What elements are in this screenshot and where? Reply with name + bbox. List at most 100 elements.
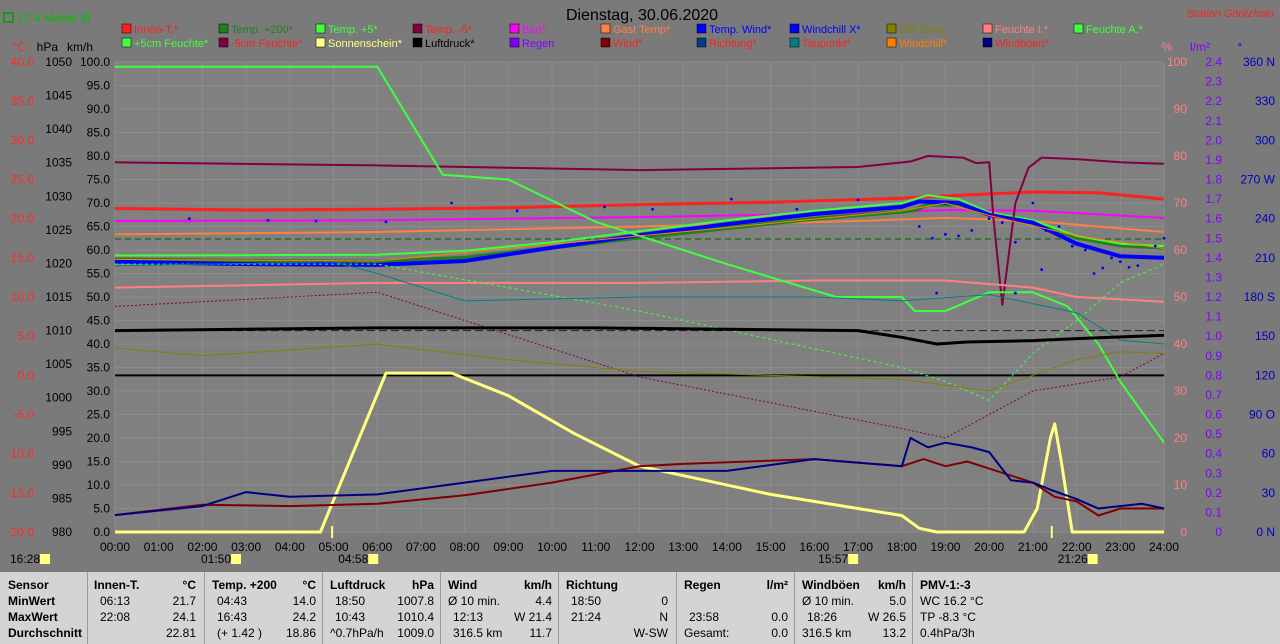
axis-tick-temp: 25.0 — [11, 173, 35, 187]
legend-label: Wind* — [613, 38, 643, 50]
scatter-point — [1118, 260, 1122, 264]
axis-tick-wind: 95.0 — [87, 79, 111, 93]
legend-label: Temp. -5* — [425, 24, 473, 36]
x-axis-labels: 00:00 01:00 02:00 03:00 04:00 05:00 06:00 07:00… — [100, 540, 1179, 554]
x-tick-label: 22:00 — [1062, 540, 1092, 554]
axis-tick-rain: 1.8 — [1205, 173, 1222, 187]
axis-tick-pressure: 1040 — [45, 122, 72, 136]
temp200-unit: °C — [302, 578, 316, 592]
temp200-title: Temp. +200 — [212, 578, 277, 592]
axis-tick-humidity: 70 — [1174, 196, 1188, 210]
series-line-14 — [115, 371, 1164, 534]
axis-tick-rain: 0.3 — [1205, 466, 1222, 480]
x-tick-label: 08:00 — [450, 540, 480, 554]
x-tick-label: 18:00 — [887, 540, 917, 554]
axis-tick-rain: 1.0 — [1205, 329, 1222, 343]
legend-swatch — [982, 37, 993, 48]
axis-tick-wind: 75.0 — [87, 173, 111, 187]
axis-tick-wind: 0.0 — [93, 525, 110, 539]
pmv-line2: TP -8.3 °C — [920, 610, 976, 624]
axis-tick-rain: 2.3 — [1205, 75, 1222, 89]
scatter-point — [729, 197, 733, 201]
richtung-avg-val: W-SW — [633, 626, 668, 640]
axis-tick-direction: 240 — [1255, 212, 1275, 226]
axis-tick-pressure: 1050 — [45, 55, 72, 69]
legend-label: Taupunkt* — [802, 38, 852, 50]
legend-label: Sonnenschein* — [328, 38, 403, 50]
chart-header: 17.4 Monat-Ø Dienstag, 30.06.2020 Statio… — [3, 7, 1274, 25]
legend-label: Windböen* — [995, 38, 1050, 50]
axis-tick-rain: 0.4 — [1205, 447, 1222, 461]
temp200-avg-extra: (+ 1.42 ) — [217, 626, 263, 640]
temp200-avg-val: 18.86 — [285, 626, 316, 640]
axis-tick-rain: 2.0 — [1205, 133, 1222, 147]
richtung-max-val: N — [659, 610, 668, 624]
wind-min-time: Ø 10 min. — [448, 594, 501, 608]
axis-tick-temp: 20.0 — [11, 212, 35, 226]
scatter-point — [603, 205, 606, 209]
legend-label: Temp. +5* — [328, 24, 379, 36]
scatter-point — [1013, 240, 1017, 244]
innen-min-time: 06:13 — [100, 594, 131, 608]
axis-tick-wind: 50.0 — [87, 290, 111, 304]
col-pmv: PMV-1:-3 WC 16.2 °C TP -8.3 °C 0.4hPa/3h — [913, 572, 1280, 644]
legend-label: -5cm Feuchte* — [231, 38, 303, 50]
regen-unit: l/m² — [766, 578, 788, 592]
axis-tick-temp: 5.0 — [17, 329, 34, 343]
axis-tick-direction: 0 N — [1256, 525, 1275, 539]
legend-swatch — [509, 23, 520, 34]
windchill-scatter — [187, 197, 1166, 295]
series-line-4 — [114, 194, 1165, 257]
axis-tick-humidity: 80 — [1174, 149, 1188, 163]
legend-swatch — [315, 37, 326, 48]
sun-icon — [230, 554, 241, 564]
sun-icon — [40, 554, 50, 564]
x-tick-label: 21:00 — [1018, 540, 1048, 554]
series-line-8 — [115, 65, 1165, 444]
axis-tick-pressure: 980 — [52, 525, 72, 539]
axis-tick-temp: -10.0 — [7, 447, 35, 461]
x-tick-label: 01:00 — [144, 540, 174, 554]
axis-tick-rain: 2.1 — [1205, 114, 1222, 128]
scatter-point — [384, 220, 388, 224]
series-line-6 — [114, 155, 1165, 306]
axis-tick-rain: 0.7 — [1205, 388, 1222, 402]
axis-tick-rain: 0.5 — [1205, 427, 1222, 441]
sun-events: 16:28 01:50 04:58 15:57 21:26 — [10, 526, 1098, 566]
axis-tick-rain: 0.2 — [1205, 486, 1222, 500]
legend-swatch — [886, 23, 897, 34]
axis-tick-rain: 1.1 — [1205, 310, 1222, 324]
scatter-point — [856, 198, 860, 202]
axis-tick-direction: 210 — [1255, 251, 1275, 265]
scatter-point — [1136, 264, 1140, 268]
sun-icon — [1087, 554, 1098, 564]
axis-unit-wind: km/h — [67, 40, 93, 54]
series-line-10 — [114, 291, 1165, 439]
col-luftdruck: Luftdruck hPa 18:50 1007.8 10:43 1010.4 … — [323, 572, 441, 644]
axis-tick-wind: 60.0 — [87, 243, 111, 257]
scatter-point — [651, 207, 655, 211]
axis-unit-humidity: % — [1161, 40, 1172, 54]
x-tick-label: 19:00 — [930, 540, 960, 554]
axis-tick-wind: 65.0 — [87, 220, 111, 234]
axis-tick-pressure: 1030 — [45, 189, 72, 203]
axis-tick-wind: 70.0 — [87, 196, 111, 210]
legend-swatch — [509, 37, 520, 48]
axis-tick-humidity: 30 — [1174, 384, 1188, 398]
axis-tick-wind: 20.0 — [87, 431, 111, 445]
col-windboeen: Windböen km/h Ø 10 min. 5.0 18:26 W 26.5… — [795, 572, 913, 644]
scatter-point — [957, 234, 960, 238]
col-innen: Innen-T. °C 06:13 21.7 22:08 24.1 22.81 — [88, 572, 205, 644]
axis-tick-humidity: 60 — [1174, 243, 1188, 257]
legend-swatch — [600, 37, 611, 48]
col-temp200: Temp. +200 °C 04:43 14.0 16:43 24.2 (+ 1… — [205, 572, 323, 644]
event-time-label: 16:28 — [10, 552, 40, 566]
druck-avg-val: 1009.0 — [397, 626, 434, 640]
richtung-title: Richtung — [566, 578, 618, 592]
axis-tick-humidity: 100 — [1167, 55, 1187, 69]
row-label-min: MinWert — [8, 594, 56, 608]
series-line-15 — [114, 458, 1164, 517]
x-tick-label: 00:00 — [100, 540, 130, 554]
druck-min-val: 1007.8 — [397, 594, 434, 608]
axis-tick-rain: 1.5 — [1205, 231, 1222, 245]
